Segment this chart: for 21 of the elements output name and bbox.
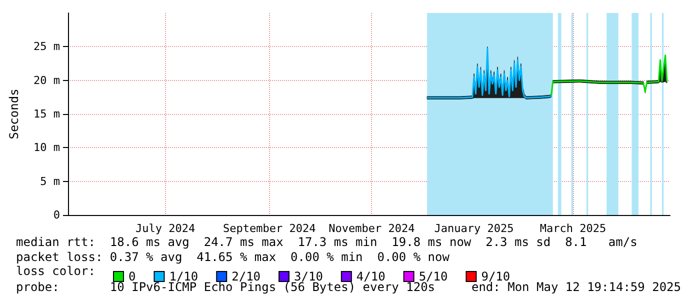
legend-label: 4/10 xyxy=(356,270,386,284)
x-tick-label: July 2024 xyxy=(136,222,196,235)
y-tick-label: 0 xyxy=(53,208,60,222)
x-tick-label: September 2024 xyxy=(222,222,316,235)
y-tick-label: 25 m xyxy=(34,40,60,54)
x-tick-label: November 2024 xyxy=(328,222,416,235)
y-axis-title: Seconds xyxy=(7,88,21,140)
legend-label: 2/10 xyxy=(232,270,261,284)
y-tick-label: 15 m xyxy=(34,108,60,120)
x-tick-label: March 2025 xyxy=(540,222,606,235)
y-tick-label: 20 m xyxy=(34,74,60,87)
legend-label: 5/10 xyxy=(418,270,448,284)
legend-label: 3/10 xyxy=(294,270,323,284)
x-tick-label: January 2025 xyxy=(434,222,514,235)
legend-label: 0 xyxy=(128,270,136,284)
legend-label: 1/10 xyxy=(169,270,198,284)
legend-title: loss color: xyxy=(16,264,96,278)
y-tick-label: 10 m xyxy=(34,141,60,154)
y-tick-label: 5 m xyxy=(40,174,60,188)
text: packet loss: 0.37 % avg 41.65 % max 0.00 % min 0.00 % now xyxy=(16,250,450,264)
text: median rtt: 18.6 ms avg 24.7 ms max 17.3 ms min 19.8 ms now 2.3 ms sd 8.1 am/s xyxy=(16,235,638,249)
